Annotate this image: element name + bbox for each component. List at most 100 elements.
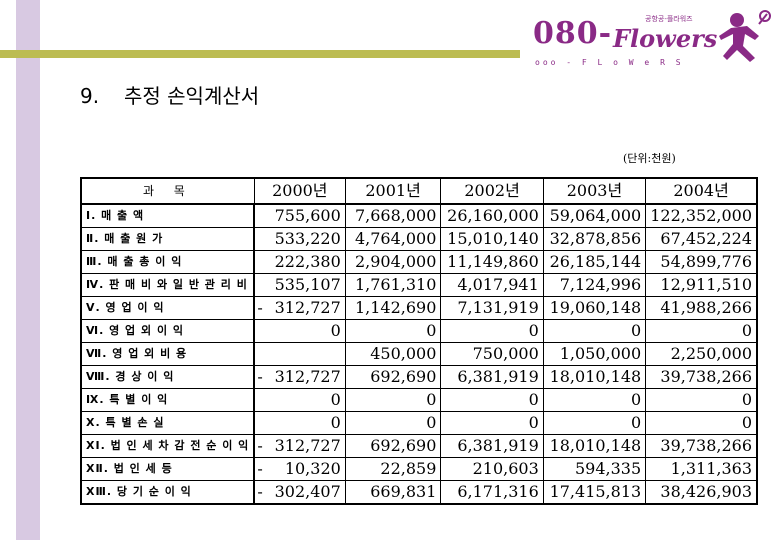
value-cell: 0 [264, 388, 346, 412]
value-cell: 0 [344, 319, 442, 343]
negative-sign [253, 388, 265, 412]
value-cell: 669,831 [344, 480, 442, 505]
value-cell: 0 [264, 411, 346, 435]
value-cell: 0 [542, 388, 647, 412]
logo-tagline: 공항공-플라워즈 [645, 15, 693, 23]
header-year-2004: 2004년 [645, 177, 758, 205]
value-cell: 312,727 [264, 434, 346, 458]
value-cell: 755,600 [264, 203, 346, 228]
table-row: XⅡ. 법 인 세 등 -10,320 22,859 210,603 594,335 1,… [80, 457, 758, 481]
account-name: Ⅰ. 매 출 액 [80, 203, 256, 228]
value-cell: 533,220 [264, 227, 346, 251]
table-header-row: 과 목 2000년 2001년 2002년 2003년 2004년 [80, 177, 758, 205]
unit-note: (단위:천원) [623, 152, 676, 165]
negative-sign [253, 203, 265, 228]
negative-sign: - [253, 434, 265, 458]
left-decorative-bar [16, 0, 40, 540]
account-name: Ⅲ. 매 출 총 이 익 [80, 250, 256, 274]
account-name: Ⅶ. 영 업 외 비 용 [80, 342, 256, 366]
value-cell: 12,911,510 [645, 273, 758, 297]
value-cell: 2,904,000 [344, 250, 442, 274]
negative-sign [253, 227, 265, 251]
value-cell: 4,764,000 [344, 227, 442, 251]
value-cell: 0 [645, 319, 758, 343]
value-cell: 26,160,000 [440, 203, 544, 228]
value-cell: 1,761,310 [344, 273, 442, 297]
table-row: Ⅰ. 매 출 액 755,600 7,668,000 26,160,000 59,064… [80, 203, 758, 228]
logo-flowers-text: Flowers [613, 24, 718, 53]
header-year-2001: 2001년 [344, 177, 442, 205]
logo-080-text: 080- [533, 16, 613, 51]
account-name: XⅠ. 법 인 세 차 감 전 순 이 익 [80, 434, 256, 458]
value-cell: 39,738,266 [645, 434, 758, 458]
table-row: Ⅱ. 매 출 원 가 533,220 4,764,000 15,010,140 32,8… [80, 227, 758, 251]
value-cell: 4,017,941 [440, 273, 544, 297]
value-cell: 210,603 [440, 457, 544, 481]
value-cell: 1,311,363 [645, 457, 758, 481]
logo-subtitle: ooo - F L o W e R S [535, 58, 684, 67]
top-decorative-line [0, 50, 520, 58]
value-cell: 7,668,000 [344, 203, 442, 228]
header-account: 과 목 [80, 177, 255, 205]
value-cell: 41,988,266 [645, 296, 758, 320]
negative-sign: - [253, 457, 265, 481]
account-name: Ⅳ. 판 매 비 와 일 반 관 리 비 [80, 273, 256, 297]
header-year-2000: 2000년 [253, 177, 346, 205]
value-cell: 692,690 [344, 434, 442, 458]
table-row: Ⅶ. 영 업 외 비 용 450,000 750,000 1,050,000 2,250… [80, 342, 758, 366]
value-cell: 312,727 [264, 296, 346, 320]
account-name: Ⅴ. 영 업 이 익 [80, 296, 256, 320]
value-cell: 10,320 [264, 457, 346, 481]
negative-sign [253, 342, 265, 366]
value-cell: 6,381,919 [440, 365, 544, 389]
value-cell: 22,859 [344, 457, 442, 481]
income-statement-table: 과 목 2000년 2001년 2002년 2003년 2004년 Ⅰ. 매 출… [80, 177, 758, 505]
negative-sign [253, 319, 265, 343]
value-cell: 122,352,000 [645, 203, 758, 228]
value-cell: 0 [440, 388, 544, 412]
table-row: XⅠ. 법 인 세 차 감 전 순 이 익 -312,727 692,690 6,38… [80, 434, 758, 458]
negative-sign: - [253, 480, 265, 505]
table-row: Ⅲ. 매 출 총 이 익 222,380 2,904,000 11,149,860 26… [80, 250, 758, 274]
account-name: Ⅵ. 영 업 외 이 익 [80, 319, 256, 343]
value-cell: 15,010,140 [440, 227, 544, 251]
value-cell: 692,690 [344, 365, 442, 389]
value-cell: 32,878,856 [542, 227, 647, 251]
value-cell: 26,185,144 [542, 250, 647, 274]
value-cell: 0 [542, 411, 647, 435]
page-title: 9. 추정 손익계산서 [80, 80, 259, 109]
value-cell: 7,124,996 [542, 273, 647, 297]
value-cell: 1,050,000 [542, 342, 647, 366]
value-cell: 222,380 [264, 250, 346, 274]
value-cell: 594,335 [542, 457, 647, 481]
negative-sign [253, 273, 265, 297]
negative-sign: - [253, 365, 265, 389]
brand-logo: 080- Flowers 공항공-플라워즈 ooo - F L o W e R … [525, 6, 775, 72]
value-cell: 6,171,316 [440, 480, 544, 505]
value-cell: 67,452,224 [645, 227, 758, 251]
value-cell: 18,010,148 [542, 434, 647, 458]
value-cell: 7,131,919 [440, 296, 544, 320]
table-row: Ⅳ. 판 매 비 와 일 반 관 리 비 535,107 1,761,310 4,01… [80, 273, 758, 297]
value-cell: 0 [542, 319, 647, 343]
value-cell: 450,000 [344, 342, 442, 366]
value-cell: 59,064,000 [542, 203, 647, 228]
value-cell: 19,060,148 [542, 296, 647, 320]
value-cell: 0 [264, 319, 346, 343]
flower-courier-icon [719, 10, 771, 62]
account-name: Ⅷ. 경 상 이 익 [80, 365, 256, 389]
value-cell: 54,899,776 [645, 250, 758, 274]
section-number: 9. [80, 84, 100, 108]
account-name: Ⅱ. 매 출 원 가 [80, 227, 256, 251]
account-name: XⅡ. 법 인 세 등 [80, 457, 256, 481]
value-cell: 1,142,690 [344, 296, 442, 320]
value-cell: 18,010,148 [542, 365, 647, 389]
value-cell: 0 [344, 388, 442, 412]
table-row: Ⅷ. 경 상 이 익 -312,727 692,690 6,381,919 18,010… [80, 365, 758, 389]
value-cell: 302,407 [264, 480, 346, 505]
header-year-2003: 2003년 [542, 177, 647, 205]
value-cell: 0 [440, 319, 544, 343]
